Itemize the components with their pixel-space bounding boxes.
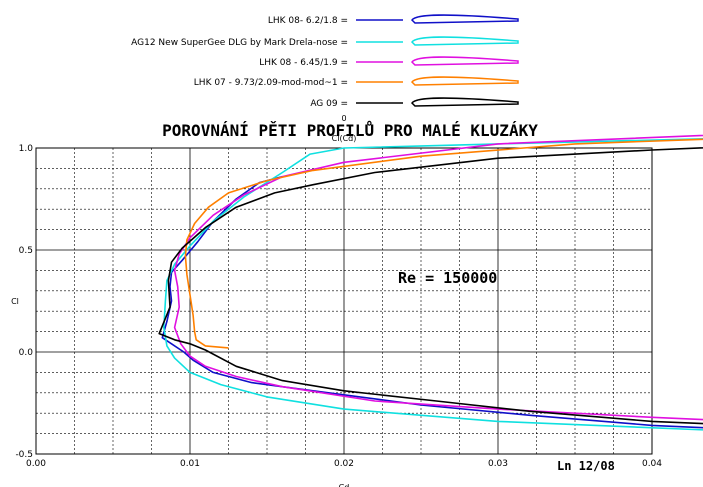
grid: [35, 147, 653, 455]
legend-airfoil-4: [411, 76, 519, 86]
x-tick-label: 0.00: [26, 459, 46, 469]
series-line-1: [161, 175, 703, 429]
x-axis-label: Cd: [339, 483, 350, 487]
x-tick-label: 0.01: [180, 459, 200, 469]
top-marker: 0: [341, 114, 346, 123]
x-tick-label: 0.04: [642, 459, 662, 469]
x-tick-label: 0.03: [488, 459, 508, 469]
series-group: [158, 134, 703, 431]
chart-title: POROVNÁNÍ PĚTI PROFILŮ PRO MALÉ KLUZÁKY: [162, 121, 538, 140]
y-tick-label: 0.0: [19, 348, 34, 358]
legend: LHK 08- 6.2/1.8 = AG12 New SuperGee DLG b…: [131, 14, 519, 109]
series-line-4: [184, 138, 703, 349]
series-line-2: [163, 138, 703, 431]
chart-subtitle: Cl(Cd): [332, 134, 357, 143]
x-tick-label: 0.02: [334, 459, 354, 469]
axes: 0.00 0.01 0.02 0.03 0.04 -0.5 0.0 0.5 1.0: [15, 144, 662, 469]
footer-label: Ln 12/08: [557, 459, 615, 473]
legend-label-5: AG 09 =: [310, 99, 348, 109]
legend-label-4: LHK 07 - 9.73/2.09-mod-mod~1 =: [194, 78, 348, 88]
legend-airfoil-2: [411, 36, 519, 46]
legend-airfoil-3: [411, 56, 519, 66]
legend-label-2: AG12 New SuperGee DLG by Mark Drela-nose…: [131, 38, 348, 48]
legend-airfoil-5: [411, 97, 519, 107]
y-tick-label: -0.5: [15, 450, 33, 460]
series-line-5: [158, 146, 703, 425]
y-tick-label: 1.0: [19, 144, 34, 154]
legend-label-1: LHK 08- 6.2/1.8 =: [268, 16, 348, 26]
y-tick-label: 0.5: [19, 246, 33, 256]
legend-airfoil-1: [411, 14, 519, 24]
reynolds-annotation: Re = 150000: [398, 269, 497, 287]
series-line-3: [173, 134, 703, 421]
y-axis-label: Cl: [11, 297, 19, 306]
legend-label-3: LHK 08 - 6.45/1.9 =: [259, 58, 348, 68]
